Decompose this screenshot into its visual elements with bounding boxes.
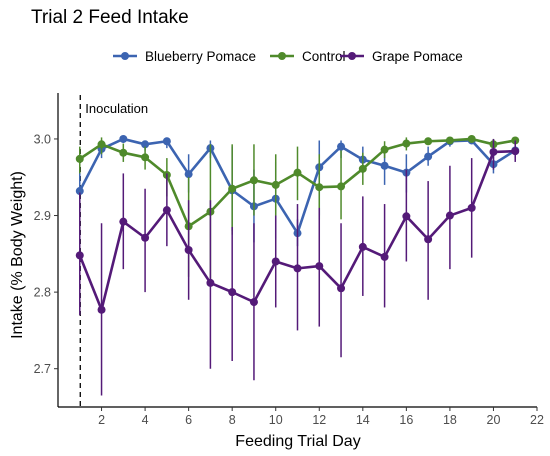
legend: Blueberry Pomace Control Grape Pomace	[113, 49, 463, 64]
legend-marker-blueberry-pomace	[121, 52, 129, 60]
x-tick-label: 4	[142, 413, 149, 427]
series-control	[75, 134, 520, 285]
series-grape-pomace	[75, 138, 520, 396]
x-tick-label: 10	[269, 413, 283, 427]
point-control	[271, 180, 280, 189]
legend-label-grape-pomace: Grape Pomace	[372, 49, 463, 64]
point-control	[445, 136, 454, 145]
point-grape-pomace	[249, 298, 258, 307]
x-tick-label: 6	[185, 413, 192, 427]
point-grape-pomace	[467, 203, 476, 212]
y-tick-label: 2.7	[34, 362, 51, 376]
legend-label-control: Control	[302, 49, 346, 64]
chart-title: Trial 2 Feed Intake	[31, 7, 189, 28]
point-grape-pomace	[511, 147, 520, 156]
point-blueberry-pomace	[424, 152, 433, 161]
point-blueberry-pomace	[75, 187, 84, 196]
y-tick-label: 2.9	[34, 209, 51, 223]
point-control	[119, 148, 128, 157]
point-control	[402, 139, 411, 148]
inoculation-label: Inoculation	[85, 101, 148, 116]
point-grape-pomace	[141, 233, 150, 242]
legend-label-blueberry-pomace: Blueberry Pomace	[145, 49, 256, 64]
point-blueberry-pomace	[380, 161, 389, 170]
x-tick-label: 18	[443, 413, 457, 427]
point-grape-pomace	[380, 252, 389, 261]
point-blueberry-pomace	[162, 137, 171, 146]
point-grape-pomace	[97, 305, 106, 314]
point-control	[315, 183, 324, 192]
axes: 2 4 6 8 10 12 14 16 18 20 22 2.7 2.8 2.9 3.0	[34, 93, 544, 427]
y-axis-title: Intake (% Body Weight)	[9, 171, 26, 339]
point-grape-pomace	[75, 251, 84, 260]
x-tick-label: 16	[399, 413, 413, 427]
point-grape-pomace	[445, 211, 454, 220]
point-control	[228, 184, 237, 193]
point-control	[467, 134, 476, 143]
point-grape-pomace	[402, 212, 411, 221]
x-tick-label: 14	[356, 413, 370, 427]
point-grape-pomace	[184, 246, 193, 254]
point-control	[97, 140, 106, 149]
plot-area: Inoculation	[75, 95, 520, 407]
point-grape-pomace	[228, 288, 237, 297]
point-grape-pomace	[337, 284, 346, 293]
point-control	[141, 153, 150, 162]
x-tick-label: 2	[98, 413, 105, 427]
point-control	[380, 145, 389, 154]
point-grape-pomace	[424, 235, 433, 244]
point-grape-pomace	[119, 217, 128, 226]
point-control	[75, 154, 84, 163]
point-control	[358, 164, 367, 173]
point-control	[337, 182, 346, 191]
point-control	[249, 176, 258, 185]
point-control	[424, 137, 433, 146]
point-grape-pomace	[358, 242, 367, 251]
point-control	[293, 168, 302, 177]
y-tick-label: 3.0	[34, 132, 51, 146]
point-blueberry-pomace	[141, 140, 150, 149]
point-blueberry-pomace	[337, 142, 346, 151]
x-tick-label: 20	[487, 413, 501, 427]
point-grape-pomace	[293, 264, 302, 273]
point-grape-pomace	[489, 147, 498, 156]
x-tick-label: 22	[530, 413, 544, 427]
point-grape-pomace	[315, 262, 324, 271]
legend-marker-grape-pomace	[348, 52, 356, 60]
x-tick-label: 12	[312, 413, 326, 427]
point-grape-pomace	[206, 278, 215, 287]
point-blueberry-pomace	[119, 134, 128, 143]
legend-marker-control	[278, 52, 286, 60]
point-grape-pomace	[162, 206, 171, 215]
point-blueberry-pomace	[184, 170, 193, 179]
point-grape-pomace	[271, 257, 280, 266]
y-tick-label: 2.8	[34, 286, 51, 300]
x-axis-title: Feeding Trial Day	[235, 433, 360, 450]
x-tick-label: 8	[229, 413, 236, 427]
